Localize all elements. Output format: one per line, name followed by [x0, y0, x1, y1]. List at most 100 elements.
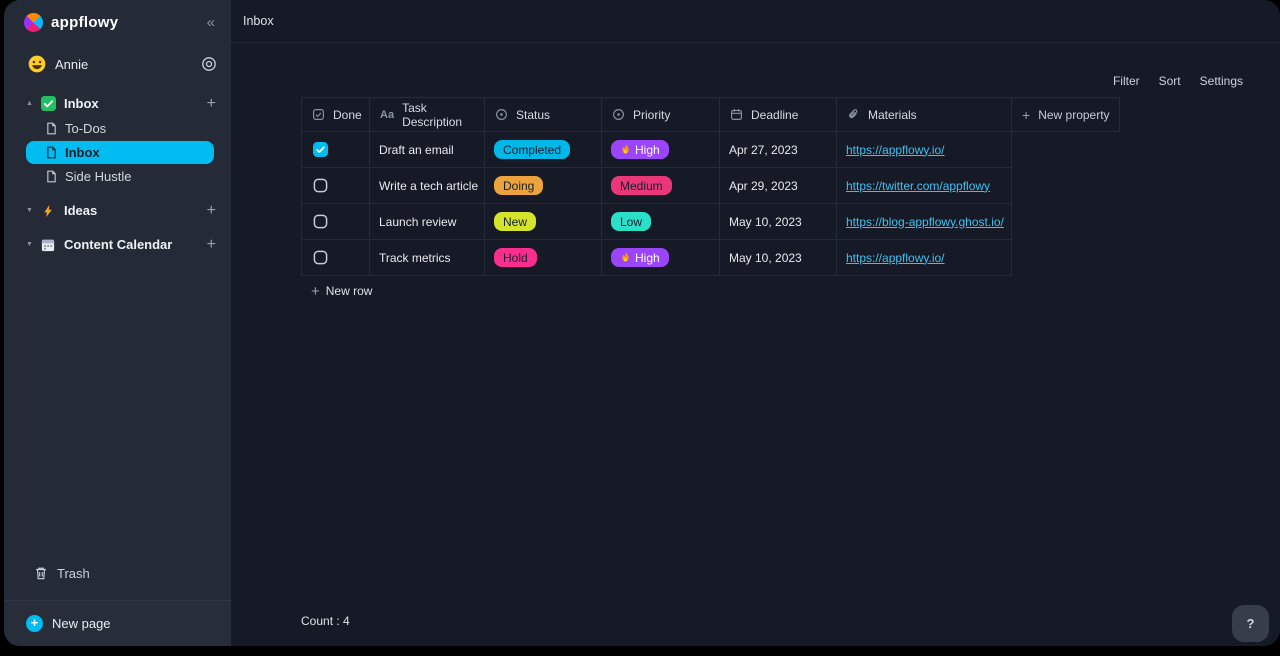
select-type-icon [612, 108, 625, 121]
status-tag[interactable]: New [494, 212, 537, 231]
table-row: Write a tech article Doing Medium Apr 29… [301, 168, 1012, 204]
table-row: Launch review New Low May 10, 2023 https… [301, 204, 1012, 240]
deadline-cell[interactable]: Apr 29, 2023 [720, 168, 837, 203]
sidebar-item-ideas[interactable]: ▼ Ideas + [4, 199, 231, 222]
table-row: Track metrics Hold High May 10, 2023 htt… [301, 240, 1012, 276]
materials-cell[interactable]: https://twitter.com/appflowy [837, 168, 1012, 203]
priority-cell[interactable]: Medium [602, 168, 720, 203]
priority-cell[interactable]: Low [602, 204, 720, 239]
status-tag[interactable]: Completed [494, 140, 571, 159]
sidebar-item-content-calendar[interactable]: ▼ Content Calendar + [4, 233, 231, 256]
settings-icon[interactable] [201, 56, 217, 72]
settings-button[interactable]: Settings [1199, 74, 1243, 88]
sidebar-item-inbox-workspace[interactable]: ▲ Inbox + [4, 92, 231, 115]
material-link[interactable]: https://appflowy.io/ [846, 142, 945, 157]
sidebar-item-label: Content Calendar [64, 237, 173, 252]
status-cell[interactable]: Doing [485, 168, 602, 203]
deadline-cell[interactable]: Apr 27, 2023 [720, 132, 837, 167]
sidebar-item-side-hustle[interactable]: Side Hustle [26, 165, 214, 188]
task-cell[interactable]: Launch review [370, 204, 485, 239]
lightning-emoji-icon [41, 204, 59, 218]
new-property-button[interactable]: + New property [1012, 98, 1120, 131]
column-header-task-description[interactable]: Aa Task Description [370, 98, 485, 131]
paperclip-icon [847, 108, 860, 121]
app-logo-text: appflowy [51, 14, 119, 31]
priority-cell[interactable]: High [602, 132, 720, 167]
user-name: Annie [55, 56, 89, 72]
page-icon [45, 170, 58, 183]
help-button[interactable]: ? [1232, 605, 1269, 642]
appflowy-logo-icon [24, 13, 43, 32]
done-checkbox-unchecked[interactable] [302, 204, 370, 239]
priority-tag[interactable]: High [611, 140, 669, 159]
done-checkbox-unchecked[interactable] [302, 240, 370, 275]
status-tag[interactable]: Hold [494, 248, 537, 267]
material-link[interactable]: https://appflowy.io/ [846, 250, 945, 265]
breadcrumb[interactable]: Inbox [243, 14, 274, 28]
new-row-button[interactable]: + New row [301, 276, 1120, 306]
column-header-status[interactable]: Status [485, 98, 602, 131]
deadline-cell[interactable]: May 10, 2023 [720, 204, 837, 239]
priority-cell[interactable]: High [602, 240, 720, 275]
page-icon [45, 122, 58, 135]
text-type-icon: Aa [380, 108, 395, 121]
new-page-button[interactable]: + New page [4, 600, 231, 646]
sidebar-item-trash[interactable]: Trash [4, 561, 231, 585]
column-header-deadline[interactable]: Deadline [720, 98, 837, 131]
column-header-materials[interactable]: Materials [837, 98, 1012, 131]
sidebar-item-label: Ideas [64, 203, 98, 218]
user-row[interactable]: Annie [4, 52, 231, 76]
column-header-priority[interactable]: Priority [602, 98, 720, 131]
sidebar-item-label: Inbox [65, 145, 100, 160]
deadline-cell[interactable]: May 10, 2023 [720, 240, 837, 275]
sidebar-item-label: To-Dos [65, 121, 107, 136]
sidebar-item-label: Side Hustle [65, 169, 132, 184]
materials-cell[interactable]: https://appflowy.io/ [837, 132, 1012, 167]
main-area: Inbox Filter Sort Settings Done Aa Task … [231, 0, 1280, 646]
grid-header-row: Done Aa Task Description Status Priority [301, 97, 1120, 132]
column-label: Done [333, 107, 362, 122]
task-text: Track metrics [379, 250, 451, 265]
sidebar-item-inbox-selected[interactable]: Inbox [26, 141, 214, 164]
add-page-button[interactable]: + [206, 201, 216, 219]
done-checkbox-checked[interactable] [302, 132, 370, 167]
add-page-button[interactable]: + [206, 94, 216, 112]
status-tag[interactable]: Doing [494, 176, 544, 195]
deadline-text: Apr 27, 2023 [729, 142, 798, 157]
grid-table: Done Aa Task Description Status Priority [301, 97, 1120, 306]
materials-cell[interactable]: https://appflowy.io/ [837, 240, 1012, 275]
status-cell[interactable]: Hold [485, 240, 602, 275]
status-cell[interactable]: Completed [485, 132, 602, 167]
collapse-sidebar-icon[interactable]: « [206, 14, 215, 31]
priority-tag[interactable]: Medium [611, 176, 672, 195]
trash-icon [36, 567, 46, 580]
materials-cell[interactable]: https://blog-appflowy.ghost.io/ [837, 204, 1012, 239]
page-icon [45, 146, 58, 159]
priority-tag[interactable]: High [611, 248, 669, 267]
material-link[interactable]: https://blog-appflowy.ghost.io/ [846, 214, 1004, 229]
material-link[interactable]: https://twitter.com/appflowy [846, 178, 991, 193]
task-text: Draft an email [379, 142, 454, 157]
status-cell[interactable]: New [485, 204, 602, 239]
chevron-down-icon[interactable]: ▼ [26, 241, 33, 248]
add-page-button[interactable]: + [206, 235, 216, 253]
row-count: Count : 4 [301, 614, 350, 628]
checkbox-type-icon [312, 108, 325, 121]
task-cell[interactable]: Write a tech article [370, 168, 485, 203]
priority-label: High [635, 142, 660, 157]
date-type-icon [730, 108, 743, 121]
priority-tag[interactable]: Low [611, 212, 652, 231]
filter-button[interactable]: Filter [1112, 74, 1140, 88]
column-header-done[interactable]: Done [302, 98, 370, 131]
new-property-label: New property [1038, 107, 1110, 122]
chevron-down-icon[interactable]: ▼ [26, 207, 33, 214]
task-cell[interactable]: Draft an email [370, 132, 485, 167]
topbar: Inbox [231, 0, 1280, 43]
sidebar-item-todos[interactable]: To-Dos [26, 117, 214, 140]
chevron-up-icon[interactable]: ▲ [26, 100, 33, 107]
sort-button[interactable]: Sort [1158, 74, 1181, 88]
task-cell[interactable]: Track metrics [370, 240, 485, 275]
checkbox-unchecked-icon [313, 178, 328, 193]
fire-icon [622, 251, 629, 262]
done-checkbox-unchecked[interactable] [302, 168, 370, 203]
